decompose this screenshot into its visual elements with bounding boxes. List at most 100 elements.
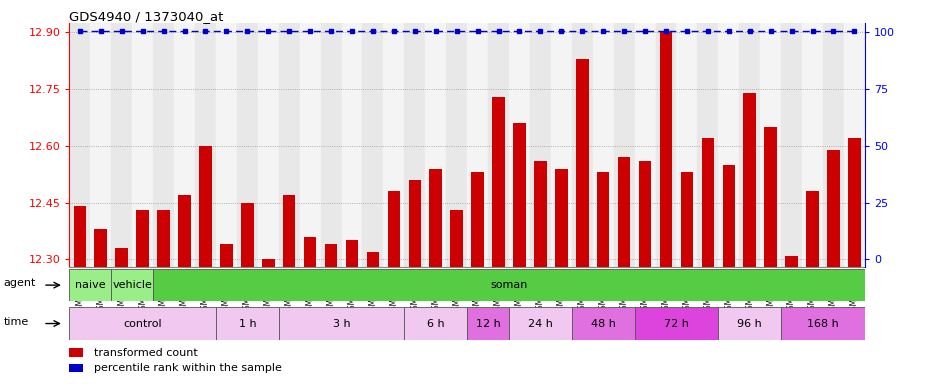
Bar	[69, 364, 83, 372]
Bar	[216, 307, 278, 340]
Text: 6 h: 6 h	[427, 318, 445, 329]
Bar	[488, 23, 509, 267]
Text: 1 h: 1 h	[239, 318, 256, 329]
Bar	[781, 307, 865, 340]
Bar	[179, 195, 191, 267]
Bar	[467, 307, 509, 340]
Text: 168 h: 168 h	[808, 318, 839, 329]
Bar	[325, 244, 338, 267]
Text: 48 h: 48 h	[591, 318, 616, 329]
Bar	[300, 23, 321, 267]
Bar	[346, 240, 358, 267]
Bar	[781, 23, 802, 267]
Text: 12 h: 12 h	[475, 318, 500, 329]
Bar	[132, 23, 154, 267]
Bar	[278, 307, 404, 340]
Bar	[593, 23, 613, 267]
Bar	[639, 161, 651, 267]
Bar	[719, 23, 739, 267]
Text: vehicle: vehicle	[112, 280, 152, 290]
Bar	[681, 172, 693, 267]
Bar	[69, 269, 111, 301]
Bar	[635, 307, 719, 340]
Bar	[513, 123, 525, 267]
Bar	[199, 146, 212, 267]
Bar	[154, 23, 174, 267]
Bar	[823, 23, 844, 267]
Bar	[848, 138, 860, 267]
Bar	[303, 237, 316, 267]
Bar	[660, 33, 672, 267]
Bar	[91, 23, 111, 267]
Bar	[534, 161, 547, 267]
Bar	[366, 252, 379, 267]
Text: time: time	[4, 317, 29, 327]
Bar	[262, 259, 275, 267]
Bar	[509, 23, 530, 267]
Bar	[450, 210, 462, 267]
Bar	[509, 307, 572, 340]
Bar	[258, 23, 278, 267]
Text: 72 h: 72 h	[664, 318, 689, 329]
Bar	[785, 255, 798, 267]
Bar	[69, 349, 83, 357]
Bar	[388, 191, 401, 267]
Text: GDS4940 / 1373040_at: GDS4940 / 1373040_at	[69, 10, 224, 23]
Bar	[111, 23, 132, 267]
Bar	[154, 269, 865, 301]
Text: soman: soman	[490, 280, 527, 290]
Bar	[74, 206, 86, 267]
Bar	[237, 23, 258, 267]
Bar	[404, 23, 426, 267]
Bar	[321, 23, 341, 267]
Bar	[572, 23, 593, 267]
Bar	[426, 23, 446, 267]
Bar	[111, 269, 154, 301]
Bar	[656, 23, 676, 267]
Bar	[467, 23, 488, 267]
Bar	[739, 23, 760, 267]
Bar	[844, 23, 865, 267]
Bar	[613, 23, 635, 267]
Bar	[94, 229, 107, 267]
Bar	[827, 150, 840, 267]
Bar	[216, 23, 237, 267]
Bar	[492, 97, 505, 267]
Text: 24 h: 24 h	[528, 318, 553, 329]
Text: agent: agent	[4, 278, 36, 288]
Bar	[760, 23, 781, 267]
Text: 3 h: 3 h	[333, 318, 351, 329]
Bar	[69, 23, 91, 267]
Bar	[572, 307, 635, 340]
Bar	[701, 138, 714, 267]
Bar	[404, 307, 467, 340]
Text: control: control	[123, 318, 162, 329]
Bar	[409, 180, 421, 267]
Bar	[429, 169, 442, 267]
Bar	[719, 307, 781, 340]
Bar	[551, 23, 572, 267]
Bar	[472, 172, 484, 267]
Bar	[174, 23, 195, 267]
Bar	[555, 169, 568, 267]
Bar	[597, 172, 610, 267]
Bar	[576, 59, 588, 267]
Bar	[220, 244, 233, 267]
Bar	[530, 23, 551, 267]
Bar	[807, 191, 819, 267]
Bar	[363, 23, 383, 267]
Bar	[764, 127, 777, 267]
Bar	[136, 210, 149, 267]
Bar	[157, 210, 170, 267]
Bar	[618, 157, 631, 267]
Bar	[278, 23, 300, 267]
Text: 96 h: 96 h	[737, 318, 762, 329]
Bar	[241, 203, 253, 267]
Bar	[383, 23, 404, 267]
Bar	[195, 23, 216, 267]
Bar	[722, 165, 735, 267]
Bar	[676, 23, 697, 267]
Bar	[341, 23, 363, 267]
Bar	[116, 248, 128, 267]
Bar	[802, 23, 823, 267]
